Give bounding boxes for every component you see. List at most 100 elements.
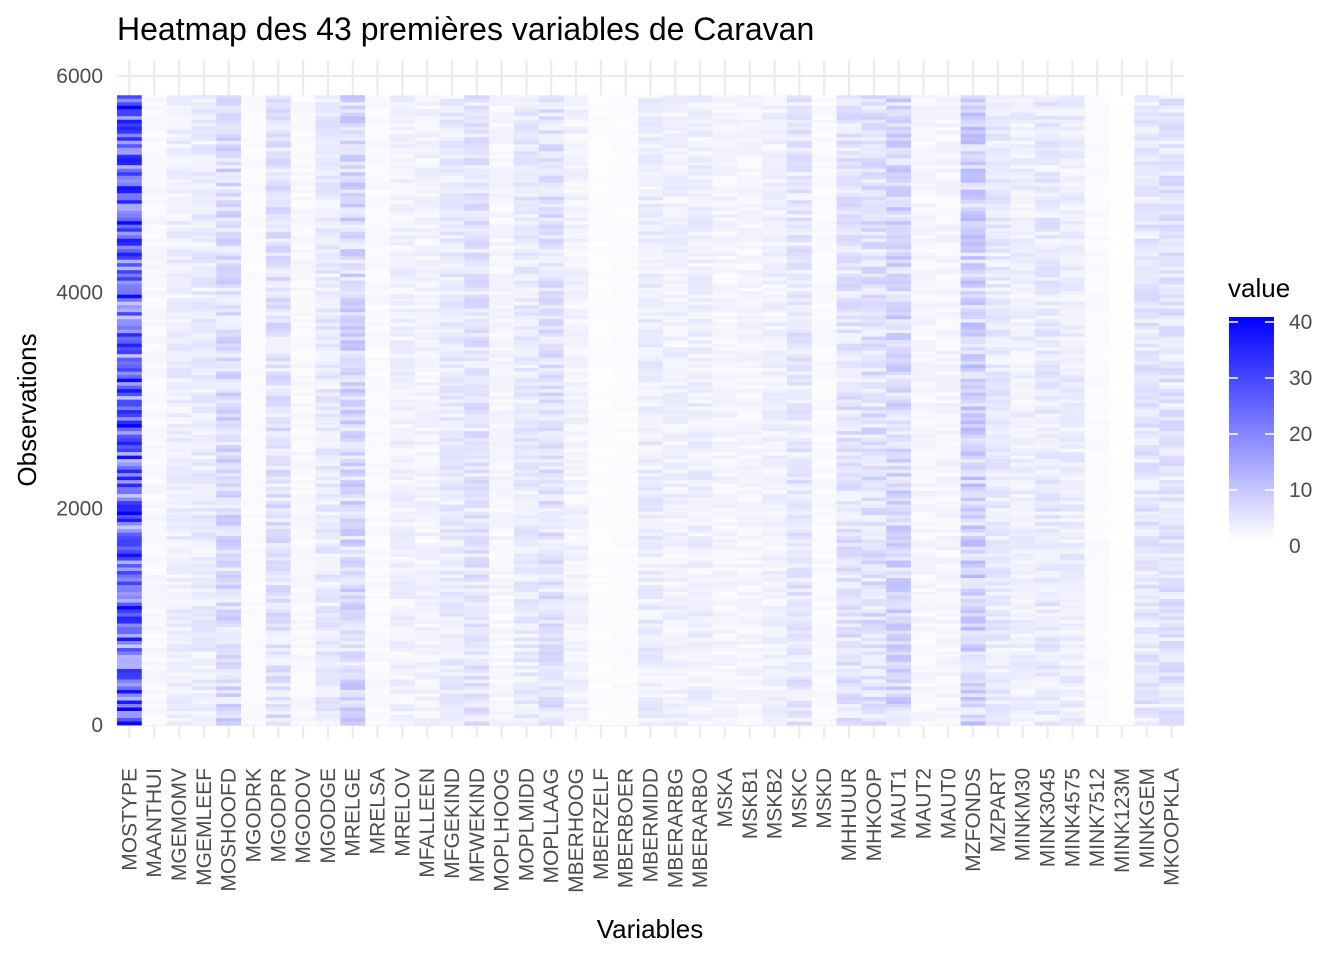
heatmap-cell [117, 280, 143, 285]
heatmap-cell [414, 518, 440, 523]
heatmap-cell [241, 287, 267, 292]
heatmap-cell [117, 697, 143, 701]
heatmap-cell [191, 536, 217, 540]
heatmap-cell [638, 392, 664, 397]
heatmap-cell [117, 133, 143, 138]
heatmap-cell [315, 473, 341, 478]
heatmap-cell [687, 627, 713, 631]
heatmap-cell [241, 350, 267, 355]
heatmap-cell [538, 630, 564, 635]
heatmap-cell [389, 193, 416, 198]
heatmap-cell [389, 112, 416, 117]
heatmap-cell [216, 431, 242, 436]
heatmap-cell [315, 242, 341, 247]
heatmap-cell [290, 382, 316, 387]
heatmap-cell [315, 130, 341, 135]
heatmap-cell [340, 585, 366, 589]
heatmap-cell [141, 476, 167, 481]
heatmap-cell [216, 95, 242, 100]
heatmap-cell [662, 406, 689, 411]
heatmap-cell [117, 567, 143, 572]
heatmap-cell [117, 231, 143, 236]
heatmap-cell [687, 662, 713, 666]
heatmap-cell [241, 434, 267, 439]
heatmap-cell [265, 322, 291, 327]
heatmap-cell [141, 354, 167, 359]
heatmap-cell [315, 322, 341, 327]
heatmap-cell [315, 350, 341, 355]
heatmap-cell [563, 221, 589, 226]
heatmap-cell [687, 424, 713, 429]
heatmap-cell [613, 228, 639, 233]
heatmap-cell [638, 210, 664, 215]
heatmap-cell [265, 606, 291, 610]
heatmap-cell [538, 487, 564, 491]
heatmap-cell [191, 452, 217, 457]
heatmap-cell [365, 543, 391, 547]
heatmap-cell [514, 329, 540, 334]
heatmap-cell [439, 469, 465, 474]
heatmap-cell [365, 455, 391, 460]
heatmap-cell [638, 329, 664, 334]
heatmap-cell [340, 459, 366, 464]
heatmap-cell [464, 133, 490, 138]
heatmap-cell [489, 231, 515, 236]
heatmap-cell [588, 158, 614, 163]
heatmap-cell [340, 291, 366, 296]
heatmap-cell [737, 245, 763, 250]
heatmap-cell [216, 329, 242, 334]
heatmap-cell [712, 616, 738, 621]
heatmap-cell [389, 147, 416, 152]
heatmap-cell [166, 98, 192, 103]
heatmap-cell [141, 333, 167, 338]
heatmap-cell [687, 718, 713, 722]
heatmap-cell [662, 154, 689, 159]
heatmap-cell [464, 147, 490, 152]
heatmap-cell [662, 263, 689, 268]
heatmap-cell [489, 147, 515, 152]
heatmap-cell [638, 137, 664, 142]
heatmap-cell [166, 165, 192, 170]
heatmap-cell [538, 665, 564, 670]
heatmap-cell [265, 553, 291, 558]
heatmap-cell [563, 130, 589, 135]
heatmap-cell [538, 98, 564, 103]
heatmap-cell [191, 511, 217, 516]
heatmap-cell [216, 494, 242, 498]
heatmap-cell [613, 529, 639, 533]
heatmap-cell [464, 340, 490, 345]
heatmap-cell [191, 606, 217, 610]
heatmap-cell [638, 602, 664, 607]
heatmap-cell [290, 420, 316, 425]
heatmap-cell [613, 550, 639, 554]
heatmap-cell [117, 438, 143, 443]
heatmap-cell [538, 504, 564, 509]
heatmap-cell [687, 130, 713, 135]
heatmap-cell [117, 238, 143, 243]
heatmap-cells [117, 95, 1185, 726]
heatmap-cell [389, 641, 416, 645]
heatmap-cell [588, 298, 614, 303]
heatmap-cell [563, 273, 589, 278]
heatmap-cell [538, 518, 564, 523]
heatmap-cell [141, 410, 167, 415]
heatmap-cell [489, 515, 515, 519]
heatmap-cell [340, 613, 366, 617]
heatmap-cell [365, 560, 391, 565]
heatmap-cell [514, 644, 540, 649]
heatmap-cell [538, 427, 564, 432]
heatmap-cell [712, 375, 738, 380]
heatmap-cell [315, 550, 341, 554]
heatmap-cell [588, 462, 614, 467]
heatmap-cell [489, 641, 515, 645]
heatmap-cell [315, 287, 341, 292]
heatmap-cell [712, 672, 738, 677]
heatmap-cell [290, 424, 316, 429]
heatmap-cell [241, 515, 267, 519]
heatmap-cell [762, 693, 788, 698]
heatmap-cell [762, 410, 788, 415]
heatmap-cell [290, 315, 316, 320]
heatmap-cell [514, 242, 540, 247]
heatmap-cell [489, 490, 515, 495]
heatmap-cell [762, 707, 788, 712]
